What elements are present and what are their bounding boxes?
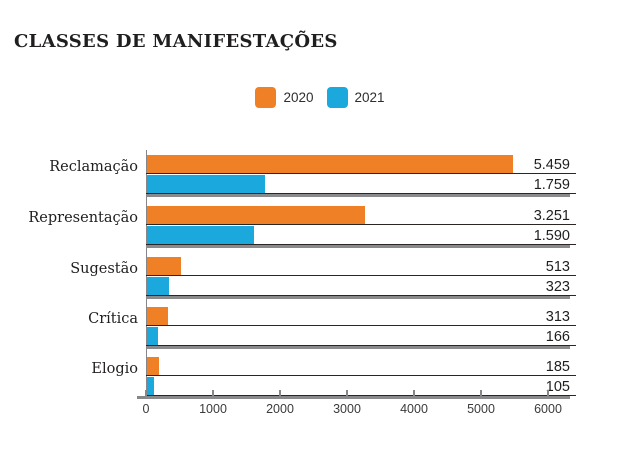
- bar-baseline: [146, 173, 576, 175]
- x-axis-tick-label: 6000: [534, 402, 562, 416]
- value-label-2021: 166: [545, 329, 570, 345]
- x-axis-tick: [145, 390, 147, 396]
- x-axis-tick-label: 0: [142, 402, 150, 416]
- bar-2021: [147, 277, 169, 295]
- bar-baseline: [146, 275, 576, 277]
- x-axis-tick-label: 1000: [199, 402, 227, 416]
- bar-2021: [147, 327, 159, 345]
- category-label: Representação: [28, 210, 138, 226]
- bar-baseline: [146, 375, 576, 377]
- x-axis-tick: [212, 390, 214, 396]
- value-label-2020: 5.459: [533, 157, 570, 173]
- bar-2020: [147, 206, 365, 224]
- category-label: Crítica: [88, 311, 138, 327]
- x-axis-tick: [279, 390, 281, 396]
- pair-separator-line: [146, 194, 570, 197]
- pair-separator-line: [146, 346, 570, 349]
- legend-swatch-2020-icon: [255, 87, 277, 108]
- x-axis-tick-label: 3000: [333, 402, 361, 416]
- bar-baseline: [146, 295, 576, 297]
- value-label-2020: 3.251: [533, 208, 570, 224]
- value-label-2020: 313: [545, 309, 570, 325]
- bar-baseline: [146, 244, 576, 246]
- legend-item-2021: 2021: [326, 87, 385, 108]
- bar-2021: [147, 377, 155, 395]
- bar-2021: [147, 175, 265, 193]
- category-label: Elogio: [91, 361, 138, 377]
- legend-item-2020: 2020: [255, 87, 314, 108]
- bar-baseline: [146, 395, 576, 397]
- x-axis-tick: [346, 390, 348, 396]
- x-axis-tick-label: 2000: [266, 402, 294, 416]
- bar-baseline: [146, 193, 576, 195]
- bar-baseline: [146, 325, 576, 327]
- value-label-2020: 513: [545, 259, 570, 275]
- bar-baseline: [146, 224, 576, 226]
- x-axis-tick-label: 4000: [400, 402, 428, 416]
- bar-2020: [147, 357, 160, 375]
- value-label-2021: 1.590: [533, 228, 570, 244]
- value-label-2021: 105: [545, 379, 570, 395]
- bar-2020: [147, 257, 182, 275]
- x-axis-tick: [413, 390, 415, 396]
- legend-swatch-2021-icon: [326, 87, 348, 108]
- legend-label-2020: 2020: [283, 90, 314, 105]
- y-axis-line: [145, 150, 148, 396]
- bar-2020: [147, 307, 168, 325]
- value-label-2020: 185: [545, 359, 570, 375]
- chart-title: CLASSES DE MANIFESTAÇÕES: [14, 31, 338, 52]
- x-axis-tick-label: 5000: [467, 402, 495, 416]
- legend-label-2021: 2021: [354, 90, 385, 105]
- bar-baseline: [146, 345, 576, 347]
- pair-separator-line: [146, 396, 570, 399]
- category-label: Reclamação: [49, 159, 138, 175]
- value-label-2021: 1.759: [533, 177, 570, 193]
- value-label-2021: 323: [545, 279, 570, 295]
- pair-separator-line: [146, 245, 570, 248]
- x-axis-tick: [547, 390, 549, 396]
- x-axis-tick: [480, 390, 482, 396]
- bar-2021: [147, 226, 254, 244]
- legend: 2020 2021: [0, 87, 640, 108]
- pair-separator-line: [146, 296, 570, 299]
- category-label: Sugestão: [70, 261, 138, 277]
- bar-2020: [147, 155, 513, 173]
